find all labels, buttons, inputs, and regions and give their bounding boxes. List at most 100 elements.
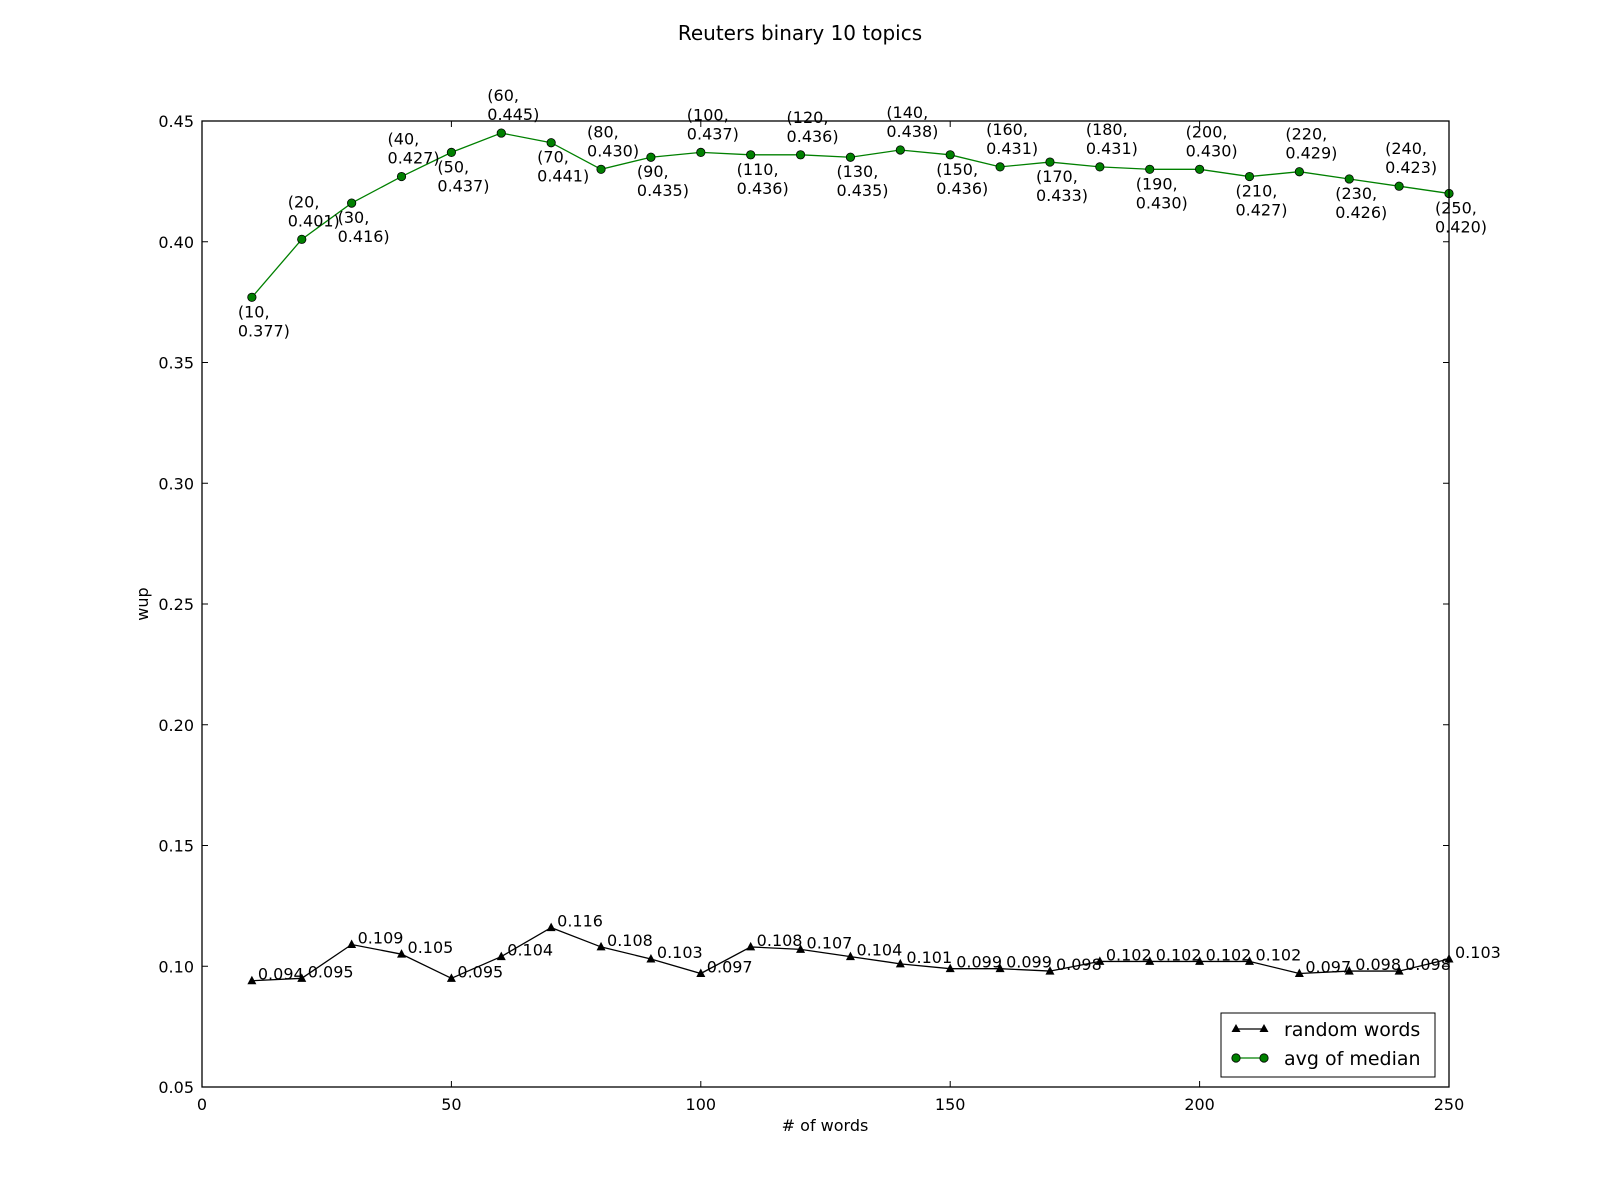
- data-point-random-words: [1145, 956, 1155, 965]
- legend-marker-avg-of-median: [1231, 1053, 1241, 1063]
- data-label-line: (20,: [288, 192, 320, 211]
- data-point-random-words: [446, 973, 456, 982]
- data-label-avg-of-median: (240, 0.423): [1385, 139, 1437, 177]
- data-label-line: (190,: [1136, 174, 1178, 193]
- legend-marker-random-words: [1259, 1024, 1269, 1032]
- data-label-avg-of-median: (90, 0.435): [637, 162, 689, 200]
- data-label-line: 0.401): [288, 211, 340, 230]
- data-label-avg-of-median: (150, 0.436): [936, 160, 988, 198]
- y-tick-label: 0.45: [158, 112, 194, 131]
- data-label-random-words: 0.102: [1255, 945, 1301, 964]
- data-label-avg-of-median: (30, 0.416): [338, 208, 390, 246]
- data-label-line: (40,: [388, 130, 420, 149]
- data-label-line: 0.445): [487, 105, 539, 124]
- data-label-random-words: 0.102: [1206, 945, 1252, 964]
- data-label-line: (120,: [787, 108, 829, 127]
- data-label-line: (70,: [537, 148, 569, 167]
- data-label-random-words: 0.099: [1006, 953, 1052, 972]
- data-label-random-words: 0.097: [1305, 957, 1351, 976]
- y-tick-label: 0.20: [158, 716, 194, 735]
- y-tick-label: 0.15: [158, 837, 194, 856]
- data-point-avg-of-median: [696, 147, 706, 157]
- data-label-random-words: 0.103: [657, 943, 703, 962]
- y-tick-label: 0.30: [158, 474, 194, 493]
- data-label-random-words: 0.107: [807, 933, 853, 952]
- x-tick-label: 150: [935, 1095, 966, 1114]
- data-point-avg-of-median: [895, 145, 905, 155]
- data-label-line: 0.423): [1385, 158, 1437, 177]
- data-label-line: (90,: [637, 162, 669, 181]
- data-label-line: (80,: [587, 122, 619, 141]
- data-point-random-words: [496, 951, 506, 961]
- data-label-avg-of-median: (170, 0.433): [1036, 167, 1088, 205]
- data-label-line: 0.435): [637, 181, 689, 200]
- data-label-line: (210,: [1235, 182, 1277, 201]
- data-label-line: 0.436): [787, 127, 839, 146]
- data-label-random-words: 0.103: [1455, 943, 1501, 962]
- data-point-random-words: [347, 939, 357, 949]
- data-label-line: 0.437): [437, 176, 489, 195]
- data-label-random-words: 0.101: [906, 948, 952, 967]
- data-label-line: 0.430): [587, 141, 639, 160]
- y-tick-label: 0.40: [158, 233, 194, 252]
- data-point-random-words: [845, 951, 855, 961]
- data-label-line: (160,: [986, 120, 1028, 139]
- data-label-avg-of-median: (80, 0.430): [587, 122, 639, 160]
- data-point-random-words: [1344, 966, 1354, 975]
- data-label-line: 0.436): [936, 179, 988, 198]
- data-label-avg-of-median: (60, 0.445): [487, 86, 539, 124]
- data-label-line: 0.433): [1036, 186, 1088, 205]
- data-label-line: (220,: [1285, 125, 1327, 144]
- data-point-random-words: [1195, 956, 1205, 965]
- data-point-random-words: [646, 954, 656, 963]
- data-point-avg-of-median: [1145, 164, 1155, 174]
- x-axis-label: # of words: [782, 1116, 869, 1135]
- data-label-line: 0.431): [1086, 139, 1138, 158]
- data-point-avg-of-median: [1045, 157, 1055, 167]
- data-label-line: (60,: [487, 86, 519, 105]
- data-point-random-words: [1394, 966, 1404, 975]
- data-label-avg-of-median: (20, 0.401): [288, 192, 340, 230]
- chart-title: Reuters binary 10 topics: [678, 21, 922, 45]
- data-label-avg-of-median: (110, 0.436): [737, 160, 789, 198]
- data-label-random-words: 0.108: [607, 931, 653, 950]
- data-point-avg-of-median: [247, 292, 257, 302]
- data-label-avg-of-median: (100, 0.437): [687, 105, 739, 143]
- data-point-random-words: [696, 968, 706, 977]
- data-point-random-words: [546, 922, 556, 932]
- data-label-random-words: 0.109: [358, 929, 404, 948]
- data-point-avg-of-median: [297, 234, 307, 244]
- data-point-avg-of-median: [795, 150, 806, 160]
- legend: random words avg of median: [1220, 1012, 1436, 1078]
- plot-frame: [201, 120, 1450, 1088]
- x-tick-label: 100: [686, 1095, 717, 1114]
- data-label-random-words: 0.098: [1056, 955, 1102, 974]
- series-random-words: 0.094 0.0950.1090.1050.0950.1040.1160.108…: [247, 912, 1501, 985]
- data-point-avg-of-median: [1095, 162, 1105, 172]
- data-label-line: (180,: [1086, 120, 1128, 139]
- data-label-line: 0.426): [1335, 203, 1387, 222]
- data-label-line: 0.441): [537, 167, 589, 186]
- y-axis-label: wup: [133, 587, 152, 620]
- data-label-line: (150,: [936, 160, 978, 179]
- data-label-line: (50,: [437, 157, 469, 176]
- data-label-random-words: 0.102: [1156, 945, 1202, 964]
- data-point-random-words: [297, 973, 307, 982]
- data-label-line: 0.427): [388, 149, 440, 168]
- legend-box: [1220, 1012, 1436, 1078]
- data-point-avg-of-median: [546, 138, 556, 148]
- data-point-avg-of-median: [845, 152, 856, 162]
- data-label-line: (110,: [737, 160, 779, 179]
- data-label-random-words: 0.098: [1355, 955, 1401, 974]
- data-label-avg-of-median: (70, 0.441): [537, 148, 589, 186]
- data-label-line: 0.430): [1136, 193, 1188, 212]
- data-label-avg-of-median: (220, 0.429): [1285, 125, 1337, 163]
- data-label-avg-of-median: (120, 0.436): [787, 108, 839, 146]
- data-label-line: (30,: [338, 208, 370, 227]
- data-label-line: 0.377): [238, 321, 290, 340]
- data-label-line: 0.427): [1235, 201, 1287, 220]
- data-label-avg-of-median: (140, 0.438): [886, 103, 938, 141]
- y-tick-label: 0.25: [158, 595, 194, 614]
- data-label-line: 0.436): [737, 179, 789, 198]
- data-point-random-words: [995, 963, 1005, 973]
